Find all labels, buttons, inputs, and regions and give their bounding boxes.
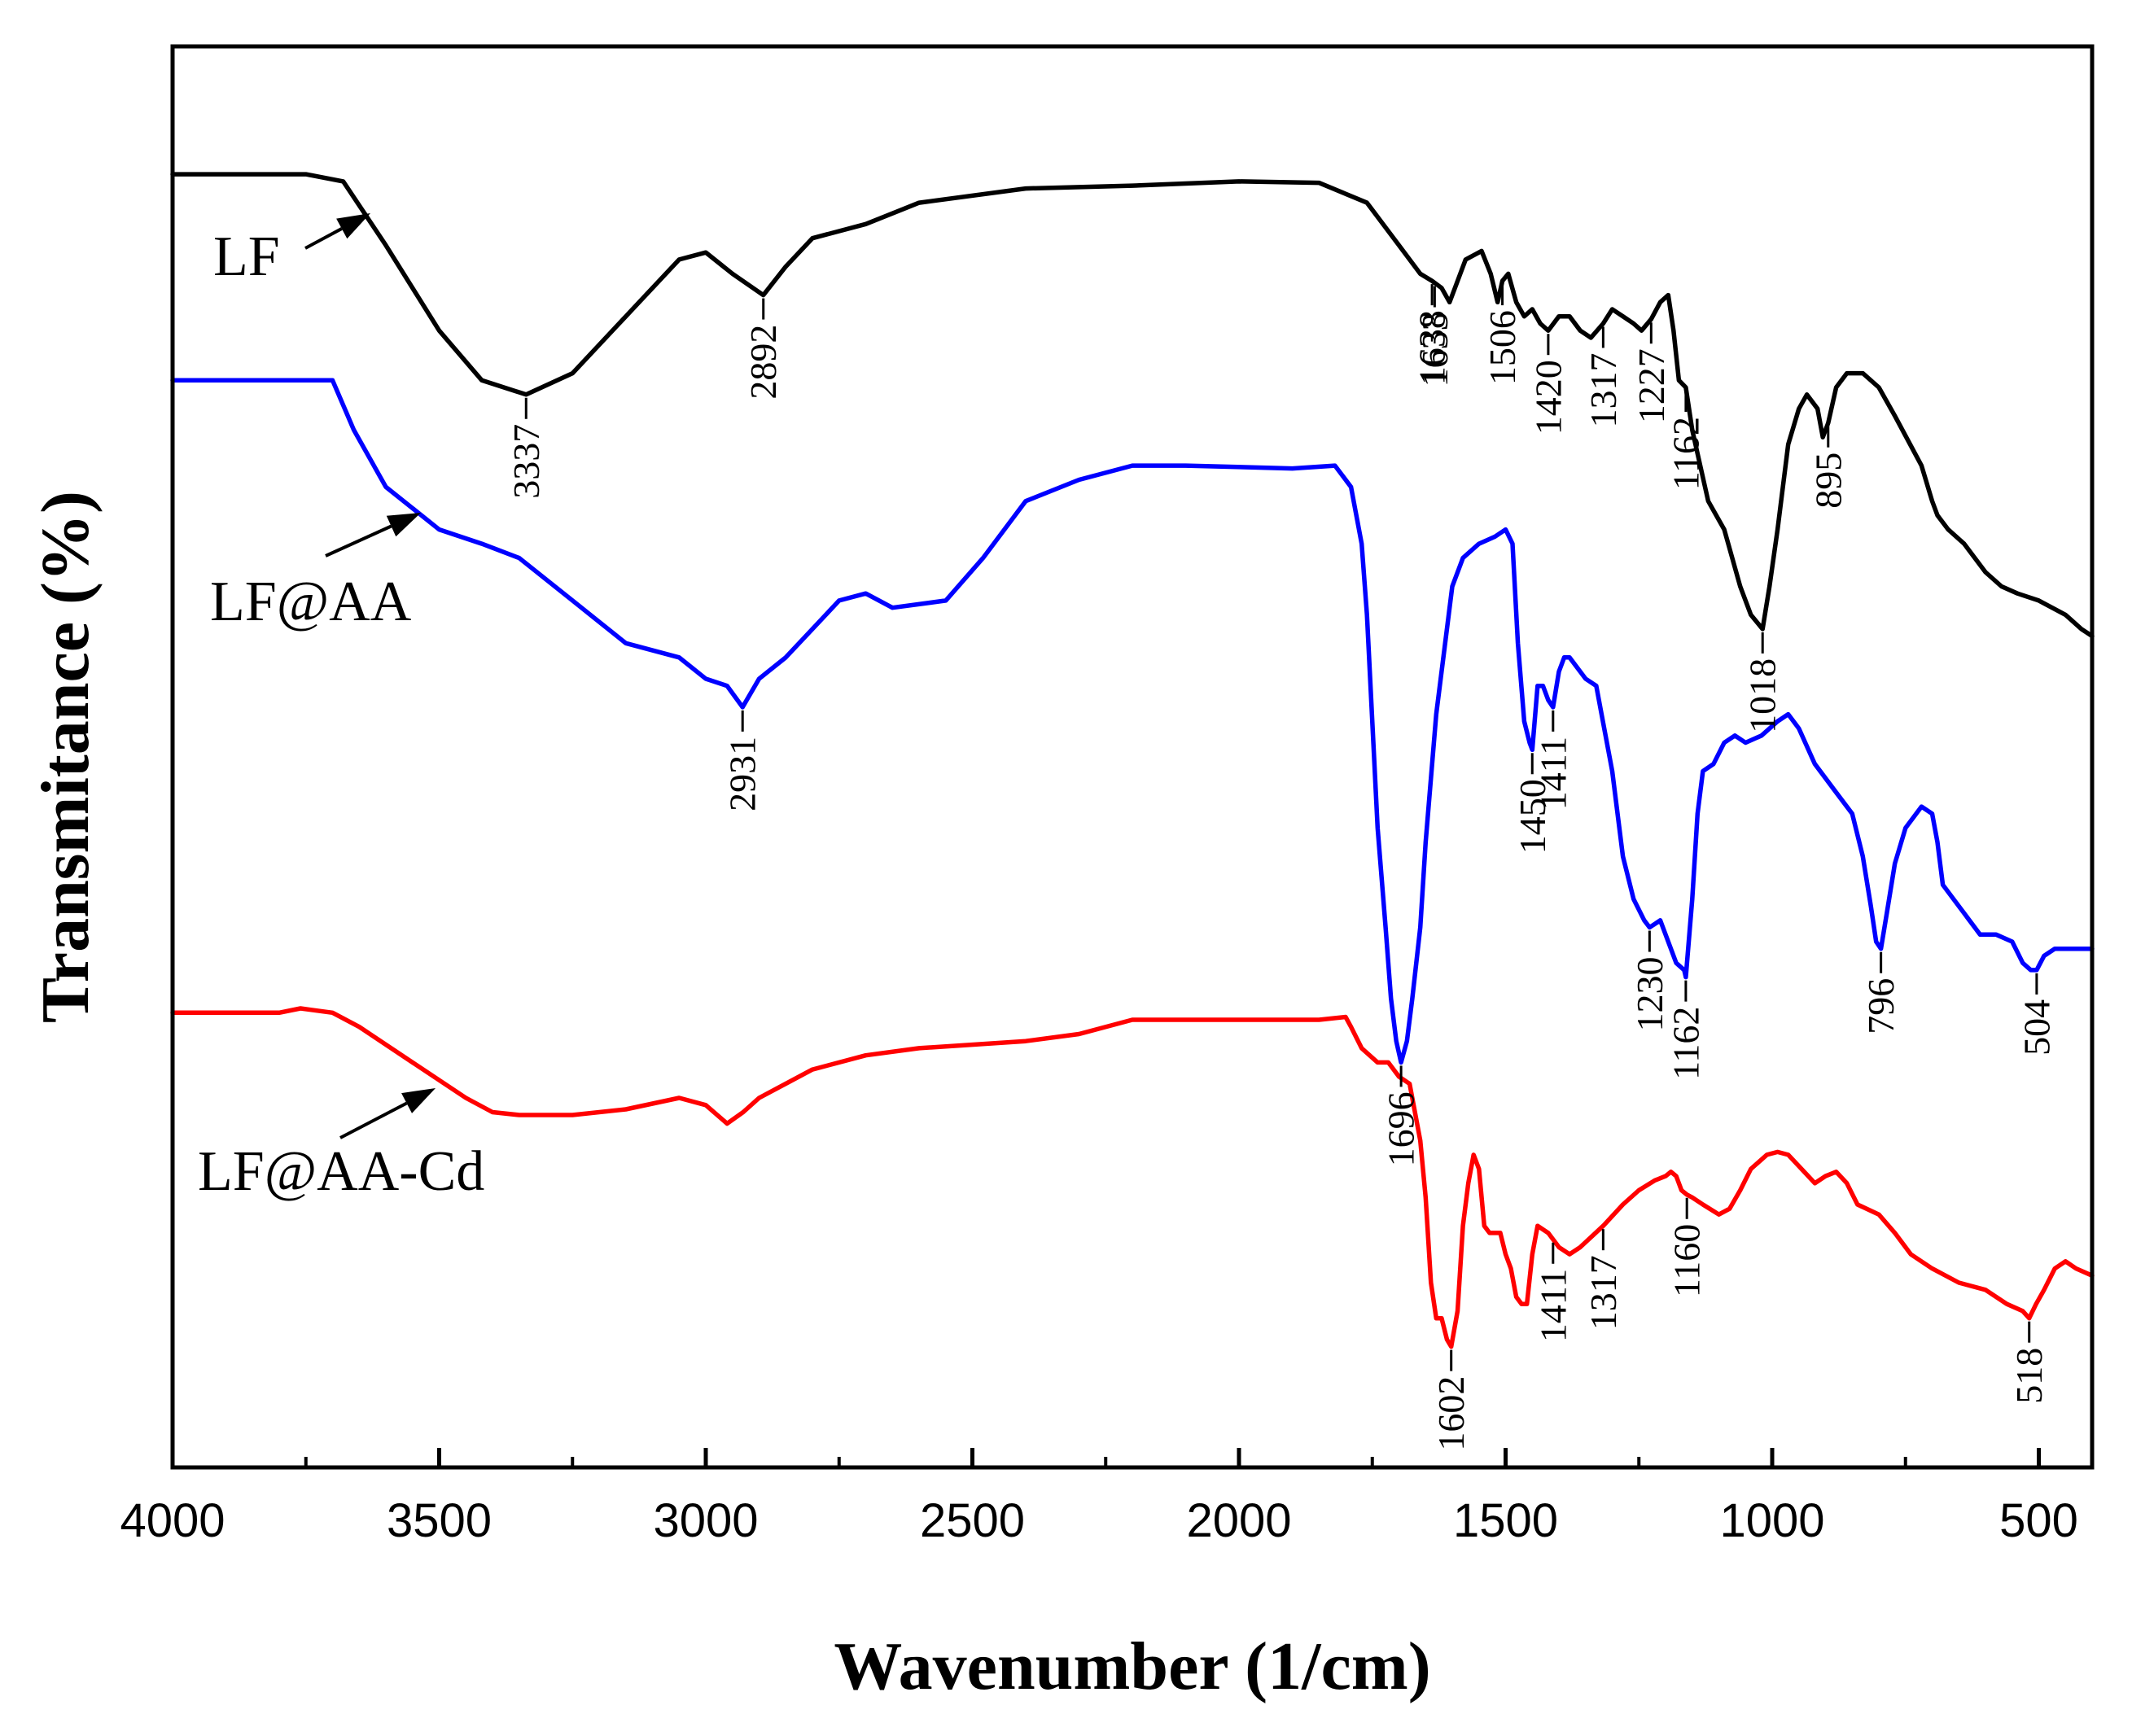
x-tick-label: 500 [1999,1494,2078,1547]
legend-arrow-lf [304,227,343,250]
x-tick-label: 1500 [1453,1494,1558,1547]
x-axis: 4000 3500 3000 2500 2000 1500 1000 500 [120,1448,2078,1547]
legend-arrowhead-lf-aa-cd [401,1088,436,1113]
series-line-lf-aa-cd [170,1006,2095,1349]
x-tick-label: 2500 [920,1494,1025,1547]
series-layer [170,172,2095,1349]
peak-label: 1411 [1532,1269,1574,1342]
peak-label: 1162 [1665,1007,1706,1080]
legend-arrowhead-lf [336,213,370,239]
peak-label: 796 [1860,978,1902,1034]
peak-label: 1227 [1631,348,1672,423]
x-axis-title: Wavenumber (1/cm) [834,1629,1430,1704]
peak-label: 3337 [506,424,547,499]
legend-label-lf-aa-cd: LF@AA-Cd [198,1140,484,1203]
x-tick-label: 1000 [1719,1494,1824,1547]
series-line-lf [170,172,2095,639]
peak-label: 1450 [1512,779,1553,854]
x-tick-label: 3000 [653,1494,758,1547]
peak-label: 1317 [1583,353,1624,428]
legend-arrowhead-lf-aa [386,513,421,537]
peak-label: 1160 [1666,1224,1708,1297]
peak-label: 1420 [1527,360,1569,435]
peak-label: 1506 [1482,310,1523,385]
series-line-lf-aa [170,378,2095,1065]
legend-label-lf-aa: LF@AA [210,571,412,633]
peak-label: 2931 [722,737,764,811]
peak-label: 1230 [1629,957,1670,1032]
peak-label: 1633 [1414,313,1456,387]
legend-label-lf: LF [213,225,280,288]
peak-label: 518 [2008,1348,2050,1404]
peak-label: 1317 [1583,1255,1624,1330]
peak-label: 1162 [1665,417,1706,490]
peak-label: 2892 [742,325,784,400]
plot-frame [170,44,2095,1470]
x-tick-label: 3500 [387,1494,492,1547]
peak-label: 504 [2016,999,2057,1056]
legend-layer: LF LF@AA LF@AA-Cd [198,213,484,1203]
x-tick-label: 4000 [120,1494,225,1547]
y-axis-title: Transmitance (%) [28,491,103,1023]
legend-arrow-lf-aa-cd [339,1101,408,1139]
peak-label: 1602 [1430,1376,1472,1451]
peak-label: 1696 [1381,1091,1422,1166]
peak-label: 1638 [1412,310,1453,385]
peak-label: 1411 [1532,737,1574,810]
peak-label: 1018 [1742,658,1784,733]
peak-label: 895 [1807,453,1849,509]
x-tick-label: 2000 [1186,1494,1291,1547]
legend-arrow-lf-aa [325,524,392,558]
